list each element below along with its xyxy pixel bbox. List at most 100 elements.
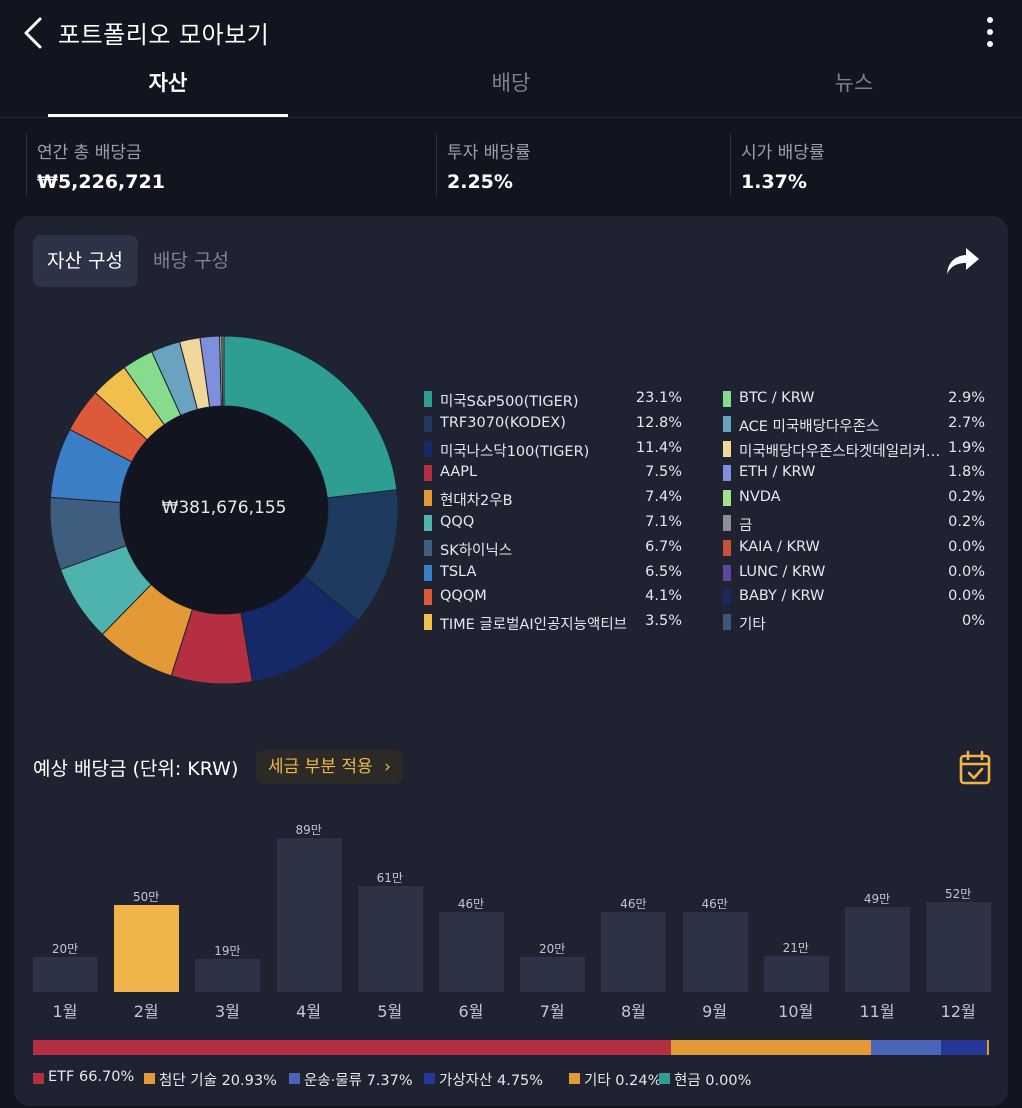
month-bar[interactable] <box>601 912 667 992</box>
legend-swatch <box>424 614 432 631</box>
category-swatch <box>144 1073 155 1084</box>
legend-swatch <box>723 415 731 432</box>
legend-percent: 3.5% <box>645 613 682 630</box>
stat-value: ₩5,226,721 <box>37 171 165 193</box>
month-label: 7월 <box>539 1002 565 1021</box>
chevron-right-icon: › <box>384 757 391 777</box>
legend-percent: 1.8% <box>948 464 985 481</box>
month-label: 1월 <box>52 1002 78 1021</box>
tax-apply-button[interactable]: 세금 부분 적용 › <box>256 750 403 784</box>
bar-value-label: 46만 <box>620 897 647 912</box>
category-label: 가상자산 4.75% <box>439 1069 543 1090</box>
bar-value-label: 61만 <box>376 871 403 886</box>
category-label: 현금 0.00% <box>674 1069 751 1090</box>
active-tab-indicator <box>48 114 288 117</box>
legend-swatch <box>723 589 731 606</box>
legend-percent: 11.4% <box>635 439 682 456</box>
stat-label: 투자 배당률 <box>447 143 531 163</box>
bar-value-label: 50만 <box>133 890 160 905</box>
more-vertical-icon[interactable] <box>978 14 1002 50</box>
dividend-composition-button[interactable]: 배당 구성 <box>153 250 229 272</box>
legend-swatch <box>723 514 731 531</box>
asset-legend-left: 미국S&P500(TIGER) 23.1% TRF3070(KODEX) 12.8% 미… <box>424 388 686 636</box>
asset-donut-chart <box>50 336 398 684</box>
app-header: 포트폴리오 모아보기 <box>0 0 1022 64</box>
legend-item: ACE 미국배당다우존스 2.7% <box>723 413 985 438</box>
tax-apply-label: 세금 부분 적용 <box>268 757 373 777</box>
category-stacked-bar <box>33 1040 989 1055</box>
legend-swatch <box>424 490 432 507</box>
category-label: 운송·물류 7.37% <box>304 1069 413 1090</box>
tab-news[interactable]: 뉴스 <box>834 71 874 95</box>
expected-dividend-title: 예상 배당금 (단위: KRW) <box>33 758 239 780</box>
category-label: 기타 0.24% <box>584 1069 661 1090</box>
month-bar[interactable] <box>926 902 992 992</box>
category-swatch <box>424 1073 435 1084</box>
month-bar[interactable] <box>195 959 261 992</box>
legend-item: 미국배당다우존스타겟데일리커… 1.9% <box>723 438 985 463</box>
month-label: 8월 <box>620 1002 646 1021</box>
category-name: 첨단 기술 <box>159 1073 217 1089</box>
legend-swatch <box>424 564 432 581</box>
legend-percent: 12.8% <box>635 414 682 431</box>
month-bar[interactable] <box>520 957 586 992</box>
category-percent: 66.70% <box>74 1069 135 1085</box>
legend-percent: 4.1% <box>645 588 682 605</box>
legend-swatch <box>424 415 432 432</box>
stack-segment <box>870 1040 942 1055</box>
legend-swatch <box>723 440 731 457</box>
month-bar[interactable] <box>845 907 910 992</box>
legend-swatch <box>424 391 432 407</box>
tab-assets[interactable]: 자산 <box>148 71 188 95</box>
category-swatch <box>569 1073 580 1084</box>
tab-bar: 자산 배당 뉴스 <box>0 60 1022 118</box>
stat-value: 2.25% <box>447 171 513 193</box>
tab-dividends[interactable]: 배당 <box>491 71 531 95</box>
stack-segment <box>986 1040 989 1055</box>
legend-swatch <box>424 465 432 482</box>
legend-item: 현대차2우B 7.4% <box>424 487 686 512</box>
legend-swatch <box>723 614 731 631</box>
month-bar[interactable] <box>763 955 829 992</box>
bar-value-label: 52만 <box>945 887 972 902</box>
asset-composition-button[interactable]: 자산 구성 <box>33 235 138 287</box>
month-label: 6월 <box>458 1002 484 1021</box>
month-bar[interactable] <box>114 905 180 992</box>
legend-percent: 6.5% <box>645 563 682 580</box>
legend-swatch <box>424 514 432 531</box>
chevron-left-icon[interactable] <box>20 16 46 50</box>
legend-percent: 7.4% <box>645 489 682 506</box>
share-icon[interactable] <box>944 244 982 278</box>
stack-segment <box>33 1040 671 1055</box>
legend-percent: 0.2% <box>948 513 985 530</box>
category-name: ETF <box>48 1069 75 1085</box>
stat-annual-dividend: 연간 총 배당금 ₩5,226,721 <box>26 134 406 196</box>
month-bar[interactable] <box>276 838 342 992</box>
legend-swatch <box>424 539 432 556</box>
category-swatch <box>289 1073 300 1084</box>
month-bar[interactable] <box>682 912 748 992</box>
bar-value-label: 20만 <box>51 942 79 957</box>
category-swatch <box>33 1073 44 1084</box>
legend-swatch <box>723 564 731 581</box>
bar-value-label: 46만 <box>701 897 728 912</box>
calendar-check-icon[interactable] <box>958 750 992 786</box>
stat-value: 1.37% <box>741 171 807 193</box>
bar-value-label: 49만 <box>863 892 891 907</box>
category-percent: 4.75% <box>492 1073 544 1089</box>
month-bar[interactable] <box>439 912 504 992</box>
legend-item: BABY / KRW 0.0% <box>723 586 985 611</box>
month-label: 12월 <box>940 1002 976 1021</box>
bar-value-label: 20만 <box>539 942 566 957</box>
legend-percent: 0.0% <box>948 588 985 605</box>
legend-item: BTC / KRW 2.9% <box>723 388 985 413</box>
month-label: 9월 <box>702 1002 728 1021</box>
legend-percent: 6.7% <box>645 538 682 555</box>
month-bar[interactable] <box>33 957 98 992</box>
month-bar[interactable] <box>357 886 423 992</box>
total-asset-value: ₩381,676,155 <box>161 498 287 518</box>
month-label: 10월 <box>778 1002 814 1021</box>
asset-legend-right: BTC / KRW 2.9% ACE 미국배당다우존스 2.7% 미국배당다우존스타겟데… <box>723 388 985 636</box>
legend-item: 미국S&P500(TIGER) 23.1% <box>424 388 686 413</box>
legend-percent: 23.1% <box>635 390 682 406</box>
